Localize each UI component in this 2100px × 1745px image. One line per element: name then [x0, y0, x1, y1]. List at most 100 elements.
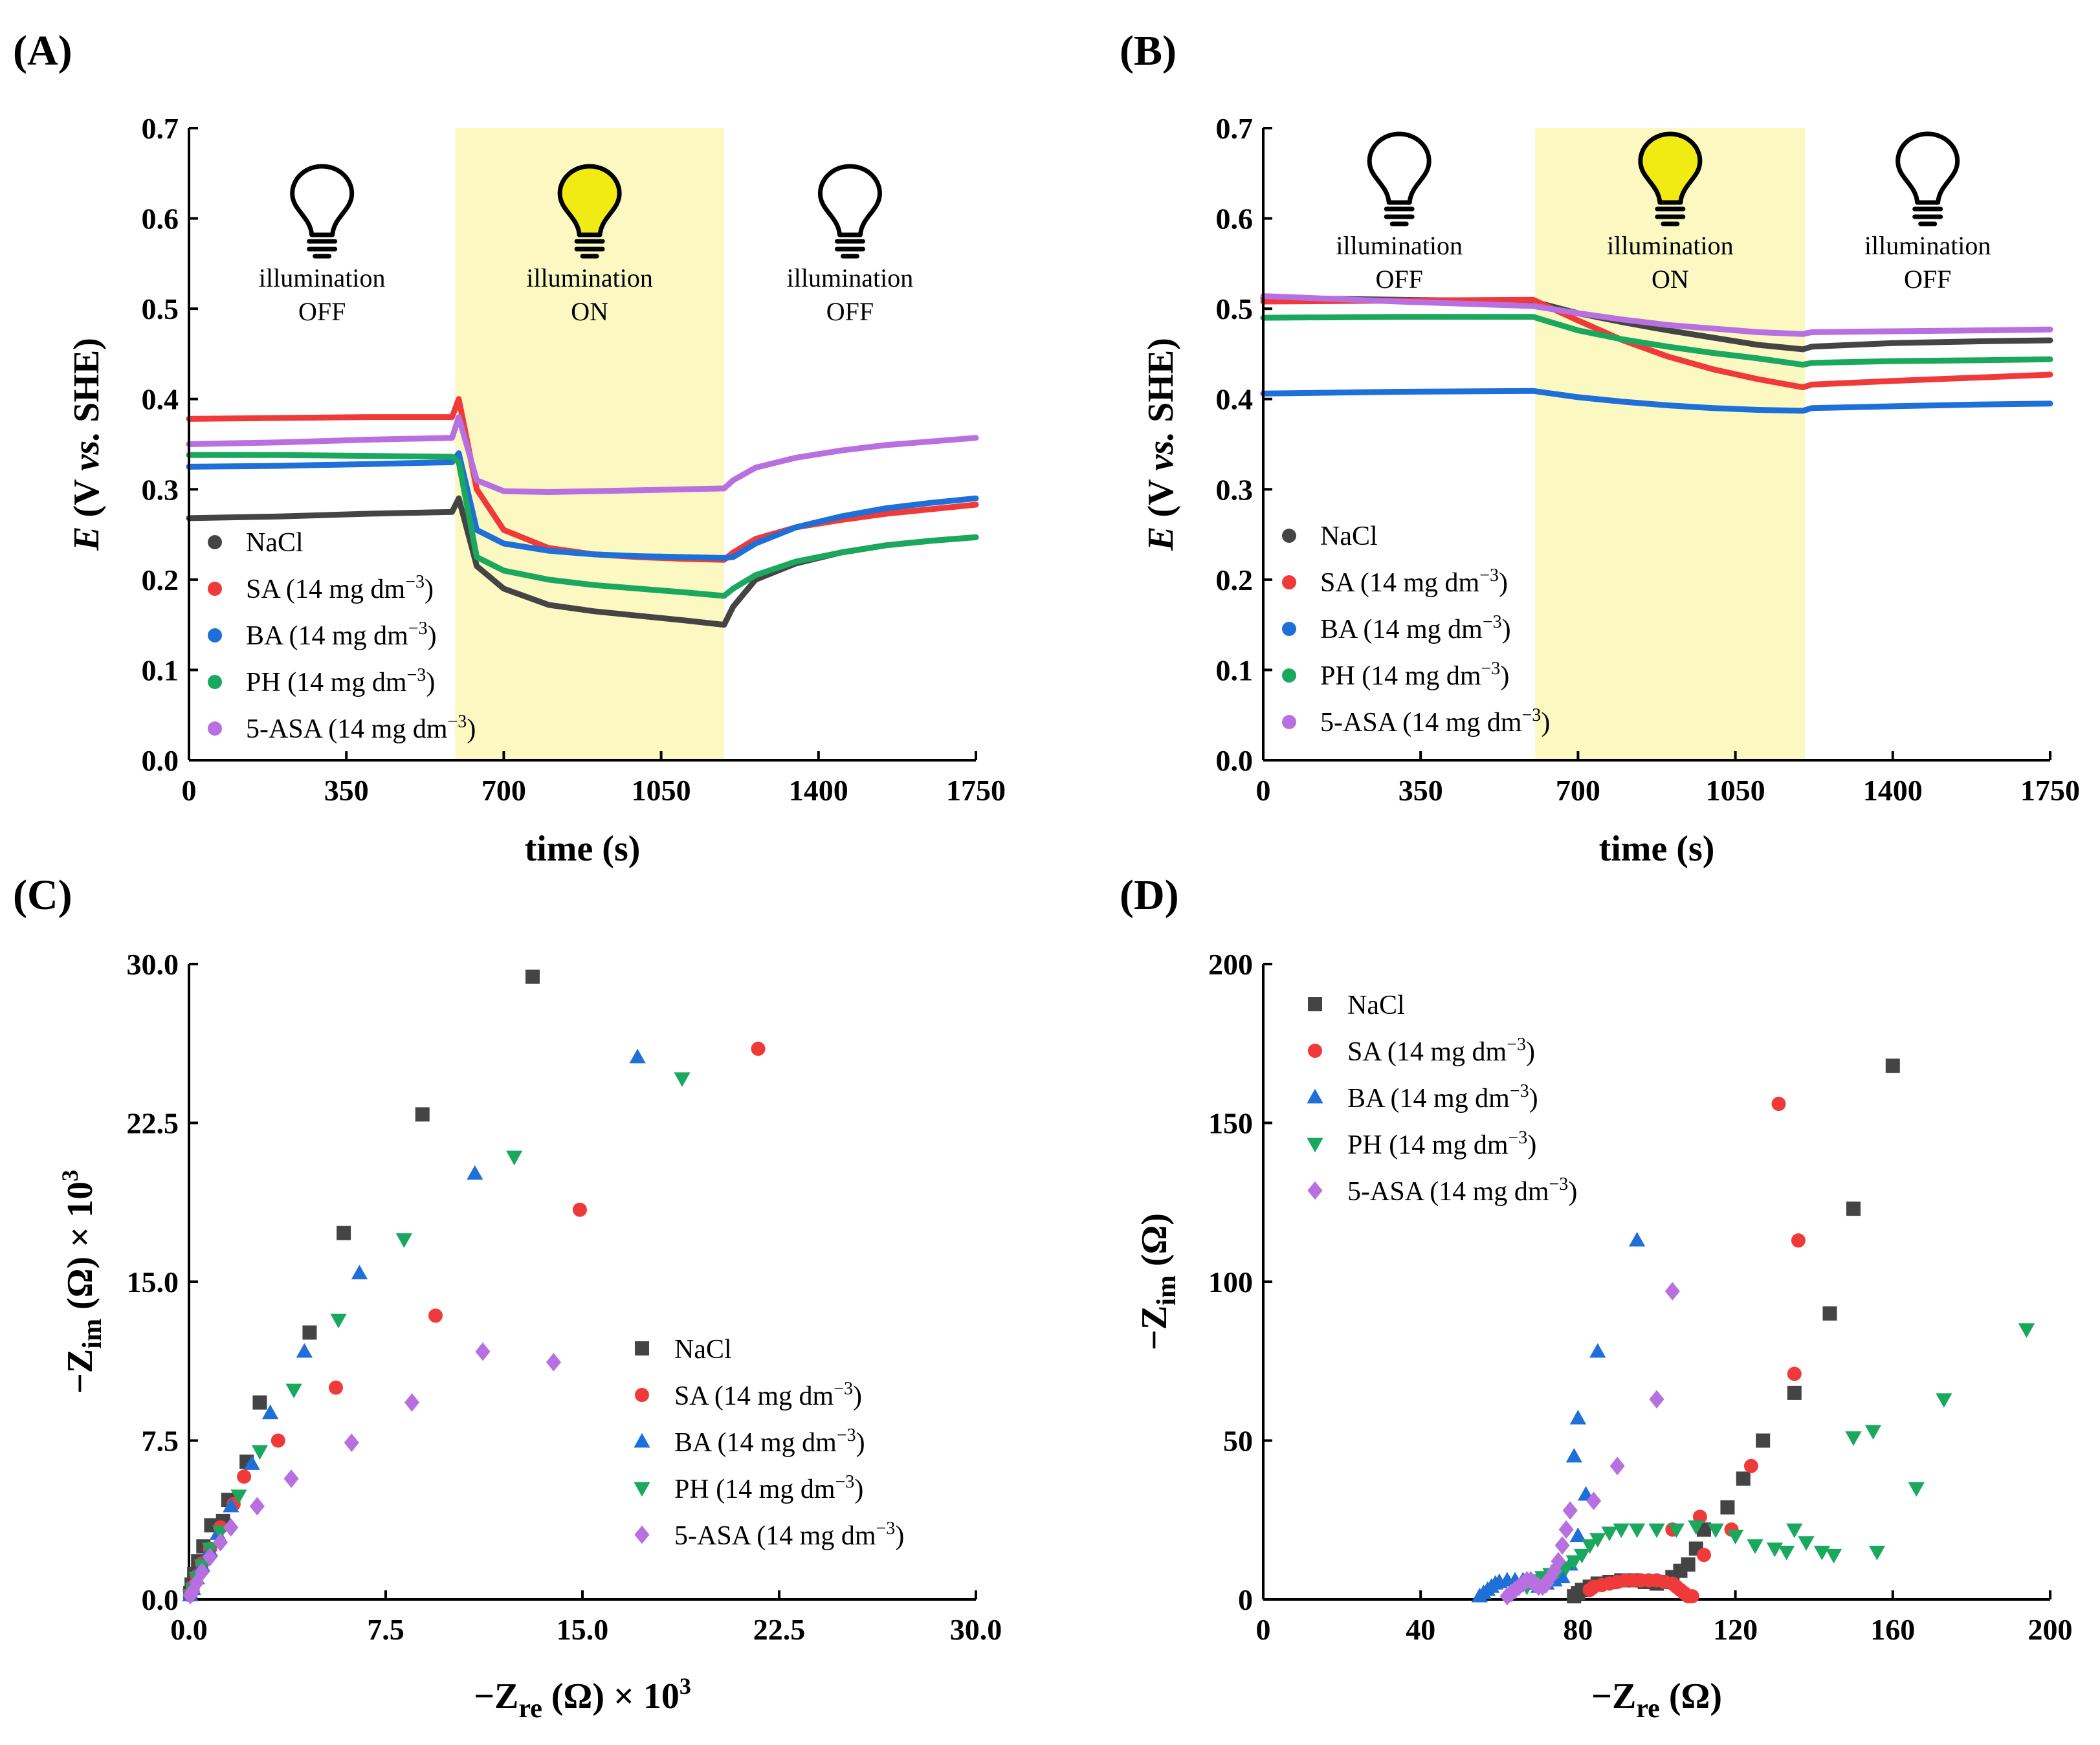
bulb-glass — [817, 164, 882, 237]
data-point-5-asa — [283, 1469, 299, 1488]
y-tick-label: 0.0 — [142, 1583, 179, 1616]
data-point-ph — [1864, 1425, 1882, 1440]
data-point-nacl — [415, 1107, 430, 1122]
legend-label-nacl: NaCl — [1320, 521, 1378, 551]
x-tick-label: 7.5 — [367, 1613, 404, 1646]
illumination-label: illumination — [526, 263, 653, 292]
data-point-sa — [1696, 1548, 1711, 1563]
y-tick-label: 0 — [1238, 1583, 1253, 1616]
y-tick-label: 0.0 — [142, 744, 179, 777]
y-axis-title: −Zim (Ω) — [1134, 1213, 1182, 1350]
illumination-state: ON — [571, 297, 608, 326]
data-point-5-asa — [1562, 1501, 1578, 1520]
legend-marker-nacl — [635, 1341, 649, 1355]
data-point-5-asa — [1539, 1574, 1554, 1593]
data-point-ba — [1589, 1343, 1606, 1358]
data-point-5-asa — [475, 1342, 491, 1361]
bulb-off-icon — [817, 164, 882, 259]
data-point-5-asa — [1609, 1456, 1625, 1476]
bulb-off-icon — [1367, 131, 1431, 226]
legend-marker-ba — [208, 628, 222, 642]
data-point-ph — [1845, 1431, 1862, 1446]
data-point-sa — [328, 1380, 343, 1395]
y-tick-label: 7.5 — [142, 1425, 179, 1458]
y-tick-label: 0.5 — [1216, 292, 1254, 325]
data-point-sa — [572, 1202, 587, 1217]
y-tick-label: 0.6 — [142, 203, 179, 236]
data-point-nacl — [1720, 1500, 1735, 1515]
data-point-ph — [1613, 1523, 1630, 1539]
legend-label-ba: BA (14 mg dm−3) — [674, 1425, 865, 1458]
bulb-glass — [1367, 131, 1431, 205]
bulb-glass — [1638, 131, 1703, 205]
data-point-5-asa — [1586, 1491, 1602, 1511]
legend-label-ph: PH (14 mg dm−3) — [1320, 659, 1509, 691]
data-point-ba — [1628, 1231, 1646, 1247]
data-point-ph — [1747, 1539, 1763, 1554]
legend-marker-sa — [1282, 575, 1296, 589]
data-point-ba — [1565, 1447, 1582, 1463]
data-point-5-asa — [1664, 1282, 1680, 1301]
x-axis-title: −Zre (Ω) — [1591, 1676, 1722, 1724]
illumination-label: illumination — [1336, 231, 1463, 260]
data-point-5-asa — [404, 1393, 420, 1412]
data-point-ph — [285, 1383, 302, 1399]
series-line-ba — [186, 450, 979, 561]
y-tick-label: 0.0 — [1216, 744, 1254, 777]
data-point-5-asa — [1547, 1561, 1562, 1581]
y-tick-label: 0.1 — [142, 653, 179, 686]
y-tick-label: 0.7 — [142, 112, 179, 145]
bulb-glass — [557, 164, 622, 237]
data-point-ph — [251, 1445, 269, 1460]
chart-panel-b: illumination OFF illumination ON illuminatio… — [1141, 112, 2080, 869]
series-line-ph — [186, 452, 979, 599]
data-point-nacl — [1885, 1059, 1900, 1073]
data-point-sa — [1685, 1589, 1699, 1604]
data-point-sa — [428, 1308, 443, 1323]
y-tick-label: 0.7 — [1216, 112, 1254, 145]
data-point-5-asa — [202, 1548, 217, 1566]
data-point-nacl — [1846, 1202, 1861, 1216]
y-axis-title: −Zim (Ω) × 103 — [57, 1170, 107, 1394]
illumination-label: illumination — [1607, 231, 1734, 260]
legend-marker-5-asa — [208, 721, 222, 736]
x-tick-label: 160 — [1870, 1613, 1915, 1646]
legend-marker-5-asa — [1282, 715, 1296, 729]
data-point-nacl — [1756, 1433, 1771, 1448]
x-tick-label: 200 — [2028, 1613, 2073, 1646]
illumination-state: OFF — [298, 297, 346, 326]
data-point-ph — [1798, 1536, 1815, 1551]
data-point-nacl — [1822, 1306, 1837, 1321]
y-tick-label: 0.4 — [142, 383, 179, 416]
y-tick-label: 0.3 — [142, 473, 179, 506]
data-point-sa — [1771, 1097, 1786, 1112]
series-line-sa — [1260, 296, 2053, 391]
legend-marker-ba — [1307, 1088, 1323, 1104]
legend-marker-5-asa — [1307, 1181, 1323, 1200]
legend-marker-sa — [1308, 1044, 1322, 1058]
x-tick-label: 0 — [1256, 774, 1271, 807]
data-point-ba — [1569, 1527, 1587, 1542]
data-point-nacl — [1736, 1471, 1751, 1486]
panel-label-d: (D) — [1120, 872, 1179, 919]
x-tick-label: 30.0 — [950, 1613, 1002, 1646]
x-axis-title: time (s) — [1599, 829, 1715, 869]
data-point-ph — [1778, 1546, 1795, 1561]
data-point-5-asa — [1558, 1520, 1574, 1539]
data-point-nacl — [302, 1325, 317, 1340]
series-line-5-asa — [186, 414, 979, 495]
bulb-off-icon — [290, 164, 355, 259]
legend-label-nacl: NaCl — [246, 528, 304, 558]
data-point-sa — [751, 1041, 766, 1056]
legend-marker-sa — [208, 582, 222, 596]
data-point-ba — [1554, 1568, 1571, 1583]
data-point-ph — [674, 1072, 691, 1087]
data-point-ph — [1668, 1523, 1685, 1539]
legend-label-ph: PH (14 mg dm−3) — [246, 665, 435, 697]
data-point-ph — [1766, 1542, 1784, 1557]
data-point-ph — [1628, 1523, 1646, 1539]
legend-label-sa: SA (14 mg dm−3) — [1347, 1035, 1535, 1067]
bulb-glass — [1896, 131, 1960, 205]
panel-label-b: (B) — [1120, 27, 1177, 74]
